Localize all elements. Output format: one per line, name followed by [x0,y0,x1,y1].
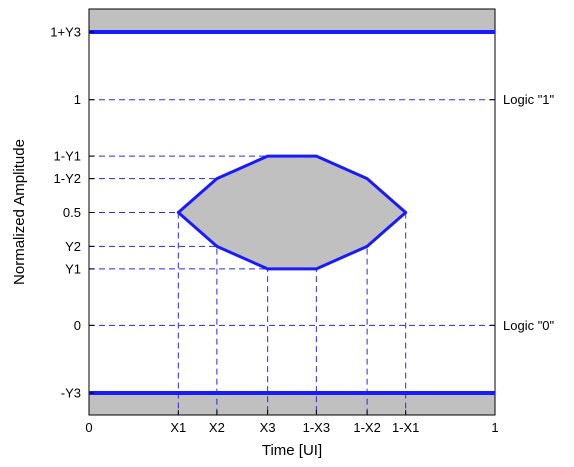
x-tick-label: X2 [209,420,225,435]
y-tick-labels: 1+Y3 1 1-Y1 1-Y2 0.5 Y2 Y1 0 -Y3 [50,25,94,401]
logic-labels: Logic "1" Logic "0" [490,92,555,333]
y-tick-label: 1-Y2 [54,171,81,186]
logic-level-label: Logic "0" [503,318,555,333]
lower-forbidden-region [89,393,495,415]
x-tick-label: 1-X1 [392,420,419,435]
y-tick-label: 1 [74,92,81,107]
y-tick-label: 0.5 [63,205,81,220]
logic-level-label: Logic "1" [503,92,555,107]
x-tick-label: 1-X2 [353,420,380,435]
upper-forbidden-region [89,9,495,32]
eye-mask-polygon [176,154,408,271]
x-tick-label: 0 [85,420,92,435]
y-axis-title: Normalized Amplitude [11,139,28,285]
y-tick-label: 0 [74,318,81,333]
x-tick-label: 1-X3 [303,420,330,435]
x-axis-title: Time [UI] [262,442,322,459]
y-tick-label: 1-Y1 [54,149,81,164]
x-tick-label: 1 [491,420,498,435]
y-tick-label: Y2 [65,239,81,254]
y-tick-label: -Y3 [61,386,81,401]
x-tick-label: X3 [260,420,276,435]
x-tick-labels: 0 X1 X2 X3 1-X3 1-X2 1-X1 1 [85,410,499,435]
x-tick-label: X1 [170,420,186,435]
y-tick-label: Y1 [65,261,81,276]
y-tick-label: 1+Y3 [50,25,81,40]
